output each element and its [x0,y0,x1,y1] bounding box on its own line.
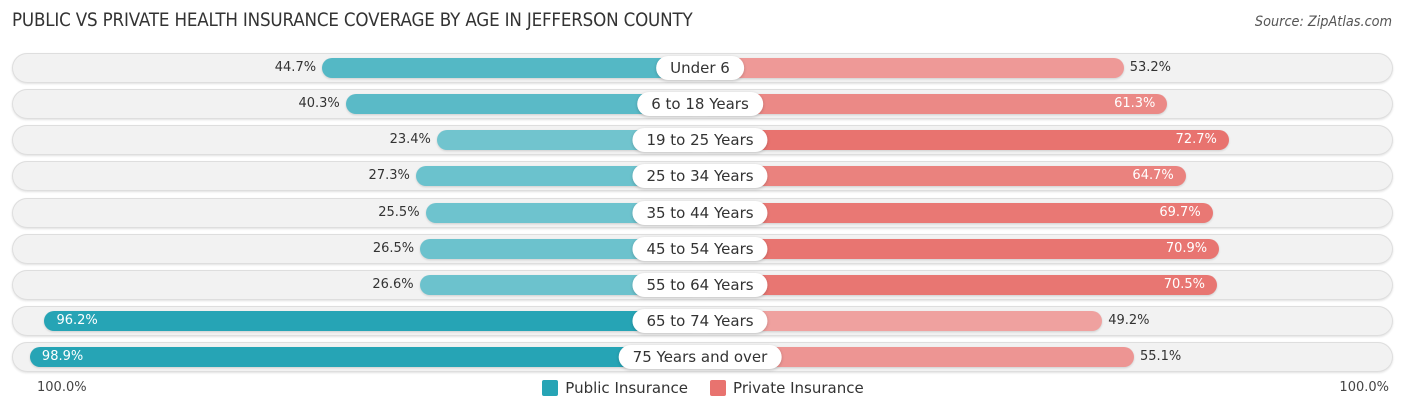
value-label-private: 49.2% [1108,313,1150,329]
category-label: 19 to 25 Years [632,128,768,153]
category-label: 45 to 54 Years [632,236,768,261]
value-label-private: 72.7% [1175,132,1217,148]
value-label-public: 44.7% [274,60,317,75]
legend: Public Insurance Private Insurance [0,379,1406,397]
value-label-private: 64.7% [1132,168,1174,184]
bar-public[interactable] [415,166,700,187]
category-label: 35 to 44 Years [632,200,768,225]
value-label-public: 40.3% [298,96,340,112]
legend-swatch-private [710,380,727,396]
axis-label-left: 100.0% [37,380,87,395]
source-credit: Source: ZipAtlas.com [1254,14,1392,30]
value-label-private: 55.1% [1139,349,1182,365]
bar-private[interactable] [700,238,1220,259]
category-label: 65 to 74 Years [632,309,768,334]
bar-private[interactable] [700,166,1186,187]
value-label-public: 26.5% [372,240,415,256]
value-label-public: 27.3% [368,168,410,184]
bar-private[interactable] [700,202,1213,223]
value-label-private: 70.5% [1163,276,1205,292]
bar-private[interactable] [700,347,1134,368]
legend-label-private: Private Insurance [733,379,864,397]
value-label-public: 23.4% [389,132,431,148]
bar-private[interactable] [700,94,1168,115]
value-label-public: 25.5% [378,204,420,220]
bar-public[interactable] [420,238,700,259]
legend-item-public[interactable]: Public Insurance [542,379,688,397]
legend-swatch-public [542,380,559,396]
axis-label-right: 100.0% [1339,380,1389,395]
bar-public[interactable] [44,311,700,332]
bar-public[interactable] [345,94,700,115]
category-label: Under 6 [656,56,744,80]
legend-label-public: Public Insurance [565,379,689,397]
bar-private[interactable] [700,58,1124,78]
chart-title: PUBLIC VS PRIVATE HEALTH INSURANCE COVER… [12,9,693,31]
value-label-private: 53.2% [1129,60,1172,75]
legend-item-private[interactable]: Private Insurance [710,379,864,397]
bar-private[interactable] [700,274,1217,295]
category-label: 25 to 34 Years [632,164,768,189]
value-label-private: 61.3% [1114,96,1156,112]
value-label-private: 69.7% [1159,204,1201,220]
category-label: 55 to 64 Years [632,272,768,297]
value-label-public: 98.9% [41,349,84,365]
bar-public[interactable] [29,347,700,368]
value-label-public: 96.2% [56,313,98,329]
value-label-public: 26.6% [372,276,414,292]
bar-public[interactable] [425,202,700,223]
category-label: 6 to 18 Years [637,92,763,117]
value-label-private: 70.9% [1165,240,1208,256]
bar-public[interactable] [322,58,700,78]
bar-public[interactable] [419,274,700,295]
bar-private[interactable] [700,311,1103,332]
category-label: 75 Years and over [618,345,782,370]
bar-private[interactable] [700,130,1229,151]
